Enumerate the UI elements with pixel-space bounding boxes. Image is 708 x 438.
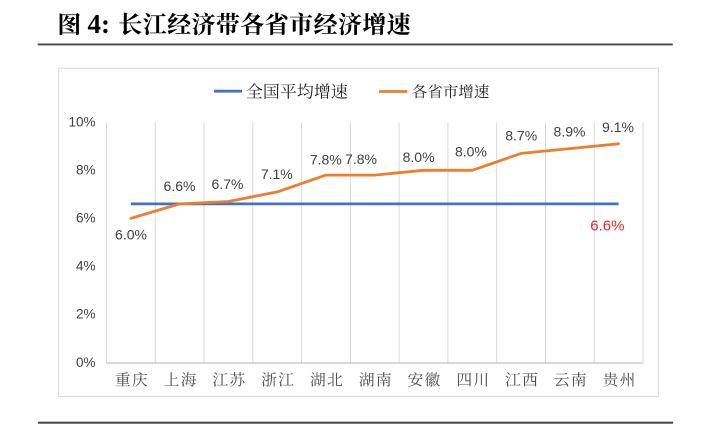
svg-text:6.6%: 6.6% [164, 178, 196, 194]
svg-text:6.0%: 6.0% [115, 226, 147, 242]
svg-text:10%: 10% [68, 115, 95, 130]
svg-text:0%: 0% [76, 355, 96, 370]
svg-text:8.0%: 8.0% [403, 149, 435, 165]
svg-text:9.1%: 9.1% [602, 119, 634, 135]
svg-text:7.1%: 7.1% [261, 166, 293, 182]
svg-text:7.8%: 7.8% [310, 152, 342, 168]
svg-text:7.8%: 7.8% [345, 151, 377, 167]
svg-text:4%: 4% [76, 259, 96, 274]
svg-text:6.6%: 6.6% [590, 218, 624, 235]
svg-text:6%: 6% [76, 211, 96, 226]
svg-text:2%: 2% [76, 307, 96, 322]
svg-text:8.9%: 8.9% [554, 123, 586, 139]
svg-text:8.7%: 8.7% [505, 128, 537, 144]
svg-text:8%: 8% [76, 163, 96, 178]
svg-text:8.0%: 8.0% [455, 143, 487, 159]
svg-text:6.7%: 6.7% [212, 176, 244, 192]
svg-text:4:: 4: [88, 9, 111, 39]
